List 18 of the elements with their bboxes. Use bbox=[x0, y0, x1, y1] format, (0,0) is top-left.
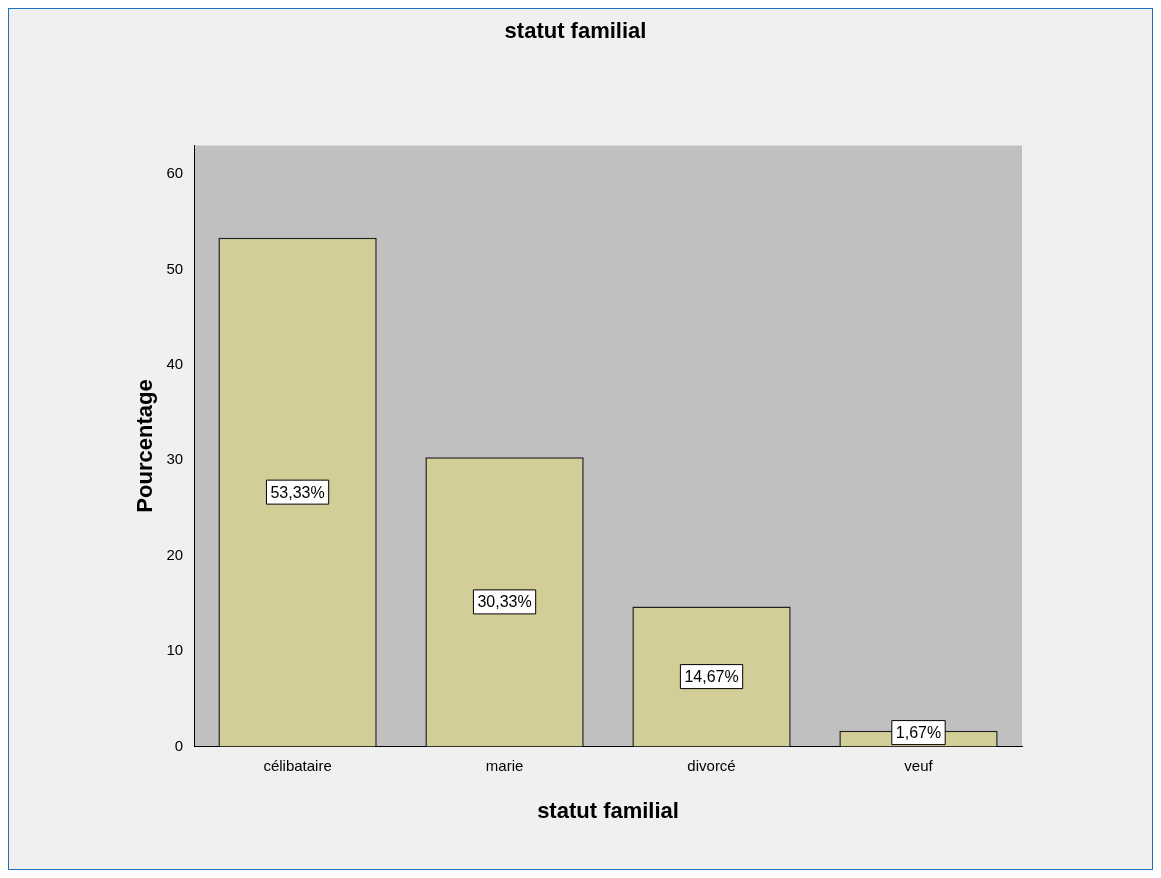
data-label: 14,67% bbox=[684, 668, 739, 686]
x-tick-label: célibataire bbox=[263, 756, 332, 774]
x-axis-title: statut familial bbox=[537, 797, 679, 823]
y-tick-label: 20 bbox=[166, 545, 184, 563]
y-axis-title: Pourcentage bbox=[132, 379, 158, 513]
y-tick-label: 10 bbox=[166, 641, 184, 659]
x-tick-label: divorcé bbox=[687, 756, 736, 774]
data-label: 1,67% bbox=[895, 724, 942, 742]
y-tick-label: 60 bbox=[166, 164, 184, 182]
y-tick-label: 40 bbox=[166, 355, 184, 373]
y-tick-label: 50 bbox=[166, 259, 184, 277]
chart-title: statut familial bbox=[504, 18, 647, 44]
x-tick-label: marie bbox=[485, 756, 524, 774]
data-label: 53,33% bbox=[270, 483, 325, 501]
y-tick-label: 30 bbox=[166, 450, 184, 468]
x-tick-label: veuf bbox=[904, 756, 934, 774]
data-label: 30,33% bbox=[477, 593, 532, 611]
y-tick-label: 0 bbox=[174, 736, 184, 754]
